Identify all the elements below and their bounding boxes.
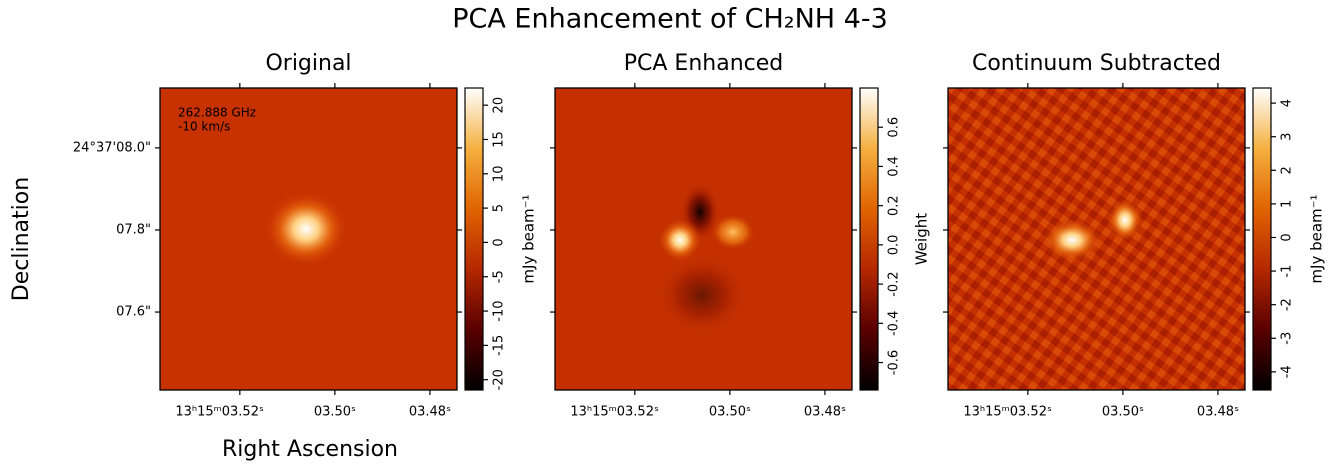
x-tick-label: 13ʰ15ᵐ03.52ˢ xyxy=(963,405,1052,420)
colorbar xyxy=(1252,87,1272,391)
figure-title: PCA Enhancement of CH₂NH 4-3 xyxy=(452,4,888,35)
image xyxy=(948,88,1245,390)
colorbar-label: Weight xyxy=(913,213,931,265)
colorbar-tick-label: 5 xyxy=(492,204,507,212)
colorbar-tick-label: 1 xyxy=(1280,200,1295,208)
x-tick-label: 03.48ˢ xyxy=(804,405,846,420)
colorbar-tick-label: 0.4 xyxy=(887,156,902,177)
y-tick-label: 24°37'08.0" xyxy=(73,140,151,155)
colorbar-tick-label: 3 xyxy=(1280,133,1295,141)
x-tick-label: 13ʰ15ᵐ03.52ˢ xyxy=(570,405,659,420)
colorbar-tick-label: -5 xyxy=(492,270,507,283)
image xyxy=(555,88,852,390)
colorbar-tick-label: 4 xyxy=(1280,99,1295,107)
panel-title: PCA Enhanced xyxy=(624,51,783,76)
colorbar-tick-label: -3 xyxy=(1280,332,1295,345)
colorbar xyxy=(464,87,484,391)
colorbar-tick-label: -20 xyxy=(492,369,507,390)
panel-title: Continuum Subtracted xyxy=(972,51,1221,76)
x-tick-label: 03.48ˢ xyxy=(409,405,451,420)
colorbar xyxy=(859,87,879,391)
colorbar-label: mJy beam⁻¹ xyxy=(1308,194,1326,283)
colorbar-tick-label: -0.4 xyxy=(887,311,902,336)
x-axis-label: Right Ascension xyxy=(222,437,398,462)
image-frame xyxy=(159,87,458,391)
colorbar-tick-label: -10 xyxy=(492,300,507,321)
image-frame xyxy=(554,87,853,391)
colorbar-tick-label: -2 xyxy=(1280,298,1295,311)
annotation: -10 km/s xyxy=(178,120,230,134)
y-axis-label: Declination xyxy=(9,177,34,301)
image-frame xyxy=(947,87,1246,391)
colorbar-tick-label: 0 xyxy=(492,238,507,246)
x-tick-label: 03.50ˢ xyxy=(1102,405,1144,420)
colorbar-tick-label: 2 xyxy=(1280,166,1295,174)
colorbar-tick-label: 0.6 xyxy=(887,117,902,138)
colorbar-tick-label: -0.6 xyxy=(887,350,902,375)
annotation: 262.888 GHz xyxy=(178,106,256,120)
colorbar-tick-label: -15 xyxy=(492,335,507,356)
colorbar-tick-label: 15 xyxy=(492,131,507,148)
y-tick-label: 07.6" xyxy=(116,305,151,320)
colorbar-tick-label: 0 xyxy=(1280,233,1295,241)
image xyxy=(160,88,457,390)
colorbar-tick-label: 10 xyxy=(492,166,507,183)
colorbar-tick-label: -4 xyxy=(1280,365,1295,378)
colorbar-tick-label: 20 xyxy=(492,97,507,114)
x-tick-label: 03.48ˢ xyxy=(1197,405,1239,420)
y-tick-label: 07.8" xyxy=(116,222,151,237)
x-tick-label: 13ʰ15ᵐ03.52ˢ xyxy=(175,405,264,420)
panel-title: Original xyxy=(265,51,351,76)
colorbar-tick-label: 0.0 xyxy=(887,235,902,256)
colorbar-tick-label: 0.2 xyxy=(887,195,902,216)
x-tick-label: 03.50ˢ xyxy=(709,405,751,420)
colorbar-tick-label: -0.2 xyxy=(887,271,902,296)
colorbar-tick-label: -1 xyxy=(1280,265,1295,278)
x-tick-label: 03.50ˢ xyxy=(314,405,356,420)
colorbar-label: mJy beam⁻¹ xyxy=(520,194,538,283)
